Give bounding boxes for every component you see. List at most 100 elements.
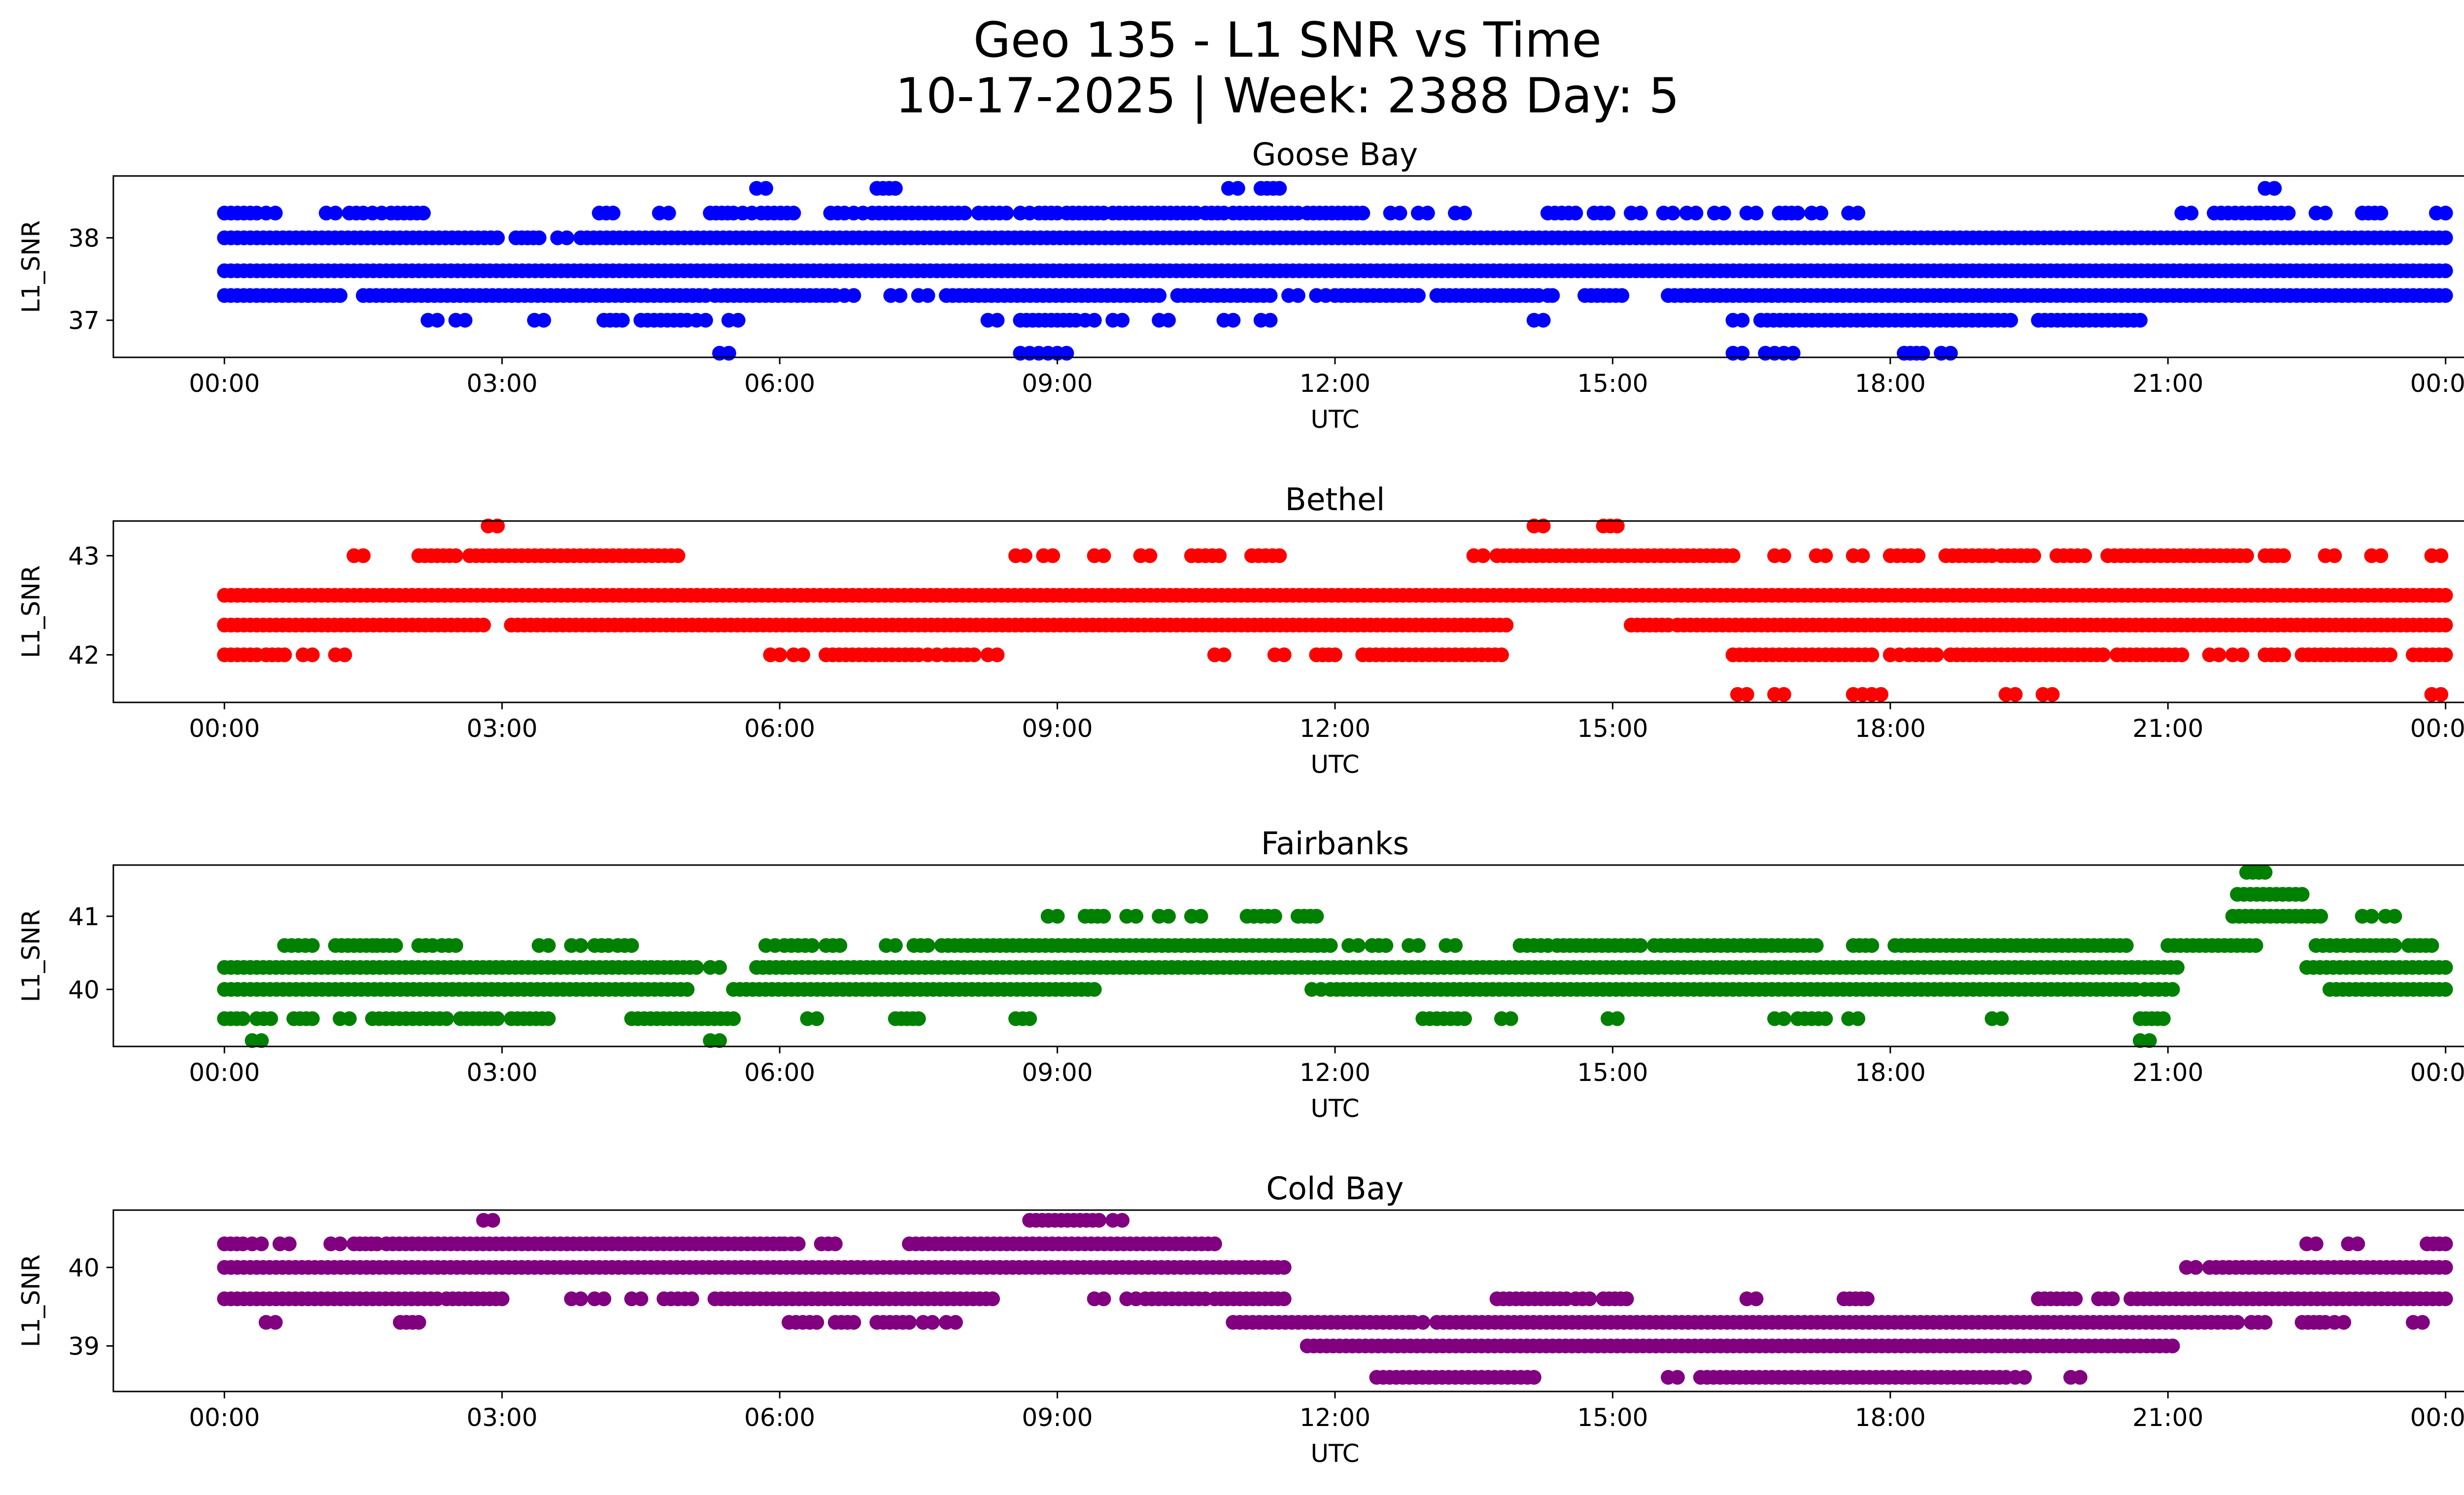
- panel-title: Fairbanks: [1261, 826, 1409, 862]
- data-point: [2433, 687, 2449, 702]
- data-point: [1392, 206, 1407, 221]
- data-point: [1688, 206, 1704, 221]
- data-point: [712, 1033, 727, 1048]
- x-tick-label: 12:00: [1300, 714, 1370, 743]
- data-point: [1864, 938, 1880, 953]
- data-point: [2387, 908, 2402, 924]
- data-point: [573, 938, 588, 953]
- scatter-points: [217, 519, 2453, 702]
- data-point: [1323, 938, 1338, 953]
- data-point: [1855, 548, 1870, 563]
- data-point: [1115, 313, 1130, 328]
- data-point: [2077, 548, 2092, 563]
- data-point: [333, 288, 348, 303]
- data-point: [1096, 1291, 1111, 1306]
- y-tick-label: 40: [68, 975, 100, 1004]
- data-point: [305, 938, 320, 953]
- data-point: [2165, 1338, 2180, 1354]
- data-point: [536, 313, 551, 328]
- data-point: [254, 1236, 269, 1252]
- data-point: [1864, 647, 1880, 662]
- data-point: [541, 938, 556, 953]
- data-point: [1609, 1011, 1625, 1026]
- x-tick-label: 00:00: [189, 369, 260, 398]
- data-point: [2156, 1011, 2171, 1026]
- data-point: [2438, 263, 2453, 278]
- data-point: [416, 206, 431, 221]
- y-tick-label: 39: [68, 1332, 100, 1361]
- data-point: [2017, 1370, 2032, 1385]
- data-point: [1263, 288, 1278, 303]
- panel-cold-bay: Cold Bay 00:00 03:00 06:00 09:00 12:00 15:00 18…: [17, 1171, 2464, 1468]
- x-tick-label: 15:00: [1577, 369, 1648, 398]
- data-point: [827, 1236, 843, 1252]
- y-tick-label: 41: [68, 903, 100, 931]
- data-point: [1212, 548, 1227, 563]
- data-point: [809, 1011, 824, 1026]
- data-point: [2072, 1370, 2088, 1385]
- data-point: [1776, 687, 1791, 702]
- data-point: [1526, 1370, 1541, 1385]
- x-tick-label: 12:00: [1300, 1058, 1370, 1087]
- data-point: [1309, 908, 1324, 924]
- data-point: [2327, 548, 2342, 563]
- data-point: [2230, 1315, 2245, 1330]
- data-point: [730, 313, 746, 328]
- x-axis-label: UTC: [1310, 405, 1359, 434]
- data-point: [990, 647, 1005, 662]
- data-point: [1814, 206, 1828, 221]
- x-tick-label: 15:00: [1577, 714, 1648, 743]
- data-point: [795, 647, 811, 662]
- data-point: [2105, 1291, 2120, 1306]
- data-point: [846, 288, 861, 303]
- data-point: [966, 647, 982, 662]
- x-tick-label: 03:00: [467, 714, 538, 743]
- data-point: [1457, 206, 1472, 221]
- data-point: [902, 1315, 917, 1330]
- data-point: [1494, 647, 1509, 662]
- x-tick-label: 18:00: [1855, 369, 1926, 398]
- data-point: [1994, 1011, 2009, 1026]
- x-tick-label: 15:00: [1577, 1058, 1648, 1087]
- data-point: [1272, 181, 1287, 196]
- data-point: [2438, 1291, 2453, 1306]
- data-point: [1290, 288, 1305, 303]
- data-point: [2142, 1033, 2157, 1048]
- x-tick-label: 00:00: [2410, 714, 2464, 743]
- data-point: [411, 1315, 426, 1330]
- x-tick-label: 03:00: [467, 1403, 538, 1432]
- y-axis-label: L1_SNR: [17, 1254, 45, 1348]
- data-point: [2438, 1236, 2453, 1252]
- data-point: [1276, 1291, 1292, 1306]
- data-point: [430, 313, 445, 328]
- data-point: [1809, 938, 1824, 953]
- data-point: [1735, 346, 1750, 361]
- data-point: [948, 1315, 963, 1330]
- data-point: [490, 1011, 505, 1026]
- data-point: [846, 1315, 861, 1330]
- data-point: [1017, 548, 1032, 563]
- data-point: [2438, 647, 2453, 662]
- data-point: [1415, 1315, 1431, 1330]
- y-tick-label: 43: [68, 542, 100, 570]
- data-point: [1129, 908, 1144, 924]
- data-point: [1059, 346, 1074, 361]
- x-tick-label: 03:00: [467, 1058, 538, 1087]
- data-point: [2350, 1236, 2365, 1252]
- panel-title: Cold Bay: [1266, 1171, 1403, 1207]
- panel-title: Goose Bay: [1252, 137, 1418, 173]
- data-point: [1748, 1291, 1764, 1306]
- data-point: [2373, 206, 2389, 221]
- data-point: [2438, 206, 2453, 221]
- data-point: [1545, 288, 1560, 303]
- data-point: [2373, 548, 2389, 563]
- chart-title: Geo 135 - L1 SNR vs Time: [973, 12, 1602, 69]
- data-point: [2276, 548, 2291, 563]
- data-point: [726, 1011, 741, 1026]
- data-point: [559, 230, 575, 245]
- data-point: [268, 206, 283, 221]
- data-point: [1536, 519, 1551, 534]
- x-tick-label: 21:00: [2132, 1058, 2203, 1087]
- y-axis-label: L1_SNR: [17, 565, 45, 659]
- x-tick-label: 21:00: [2132, 1403, 2203, 1432]
